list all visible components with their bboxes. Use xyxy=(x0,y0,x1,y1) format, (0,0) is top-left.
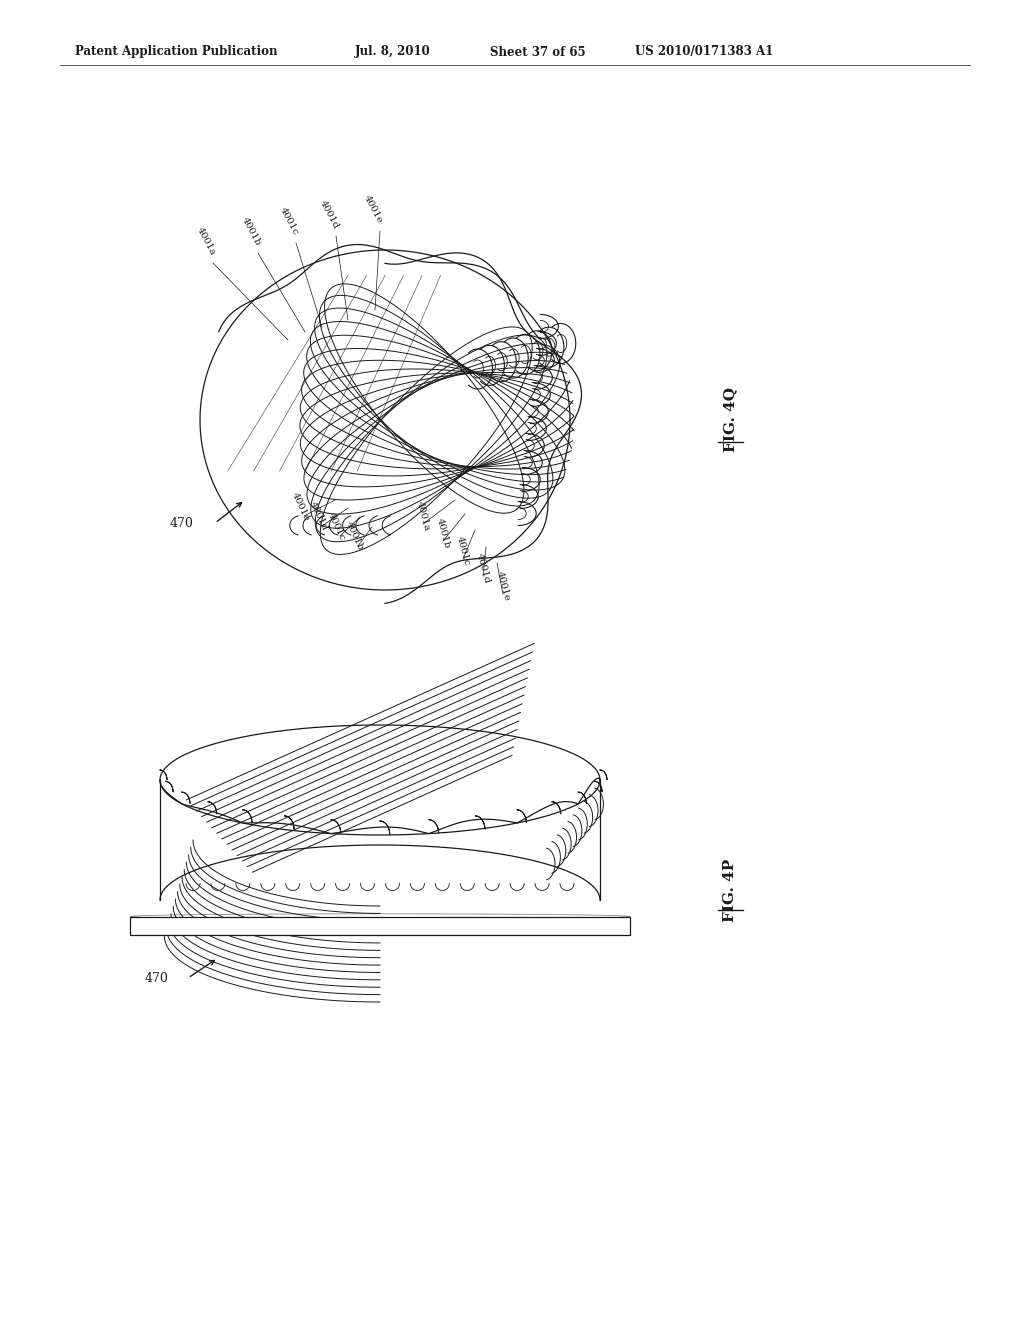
Text: 4001b: 4001b xyxy=(435,516,452,549)
Text: FIG. 4P: FIG. 4P xyxy=(723,858,737,921)
Text: 4001d: 4001d xyxy=(475,552,492,583)
Text: 4001d: 4001d xyxy=(318,198,341,230)
Text: 4001c: 4001c xyxy=(326,511,347,543)
Text: US 2010/0171383 A1: US 2010/0171383 A1 xyxy=(635,45,773,58)
Text: 470: 470 xyxy=(170,517,194,531)
Text: 4001e: 4001e xyxy=(362,194,384,224)
Text: Patent Application Publication: Patent Application Publication xyxy=(75,45,278,58)
Text: 4001a: 4001a xyxy=(195,226,217,257)
Text: 4001d: 4001d xyxy=(308,500,330,532)
Text: FIG. 4Q: FIG. 4Q xyxy=(723,388,737,453)
Text: 4001e: 4001e xyxy=(495,570,512,602)
Text: 4001c: 4001c xyxy=(455,536,471,568)
Text: 4001b: 4001b xyxy=(344,520,366,552)
Text: 470: 470 xyxy=(145,972,169,985)
Text: Sheet 37 of 65: Sheet 37 of 65 xyxy=(490,45,586,58)
Bar xyxy=(130,916,630,935)
Text: Jul. 8, 2010: Jul. 8, 2010 xyxy=(355,45,431,58)
Text: 4001a: 4001a xyxy=(415,500,431,532)
Text: 4001c: 4001c xyxy=(278,206,300,238)
Text: 4001b: 4001b xyxy=(240,215,262,247)
Text: 4001e: 4001e xyxy=(290,491,311,521)
